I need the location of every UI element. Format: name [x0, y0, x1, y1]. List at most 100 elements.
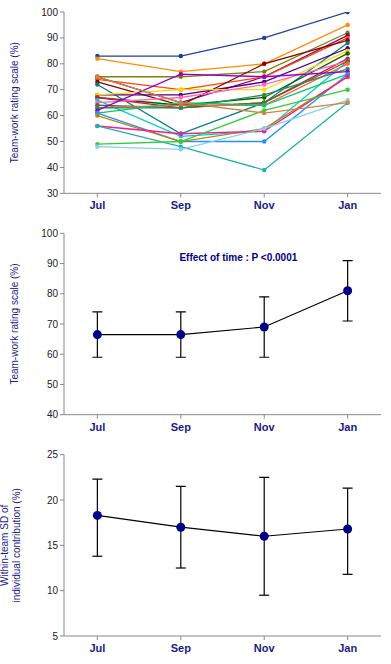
point [345, 75, 349, 79]
point [95, 82, 99, 86]
series-line [97, 77, 347, 142]
x-tick [347, 636, 348, 640]
error-cap-high [92, 311, 102, 312]
y-axis-label-line: Team-work rating scale (%) [9, 263, 20, 384]
y-tick-label: 5 [52, 631, 58, 642]
y-tick-label: 60 [47, 349, 59, 360]
y-tick [60, 12, 64, 13]
point [176, 523, 185, 532]
point [262, 69, 266, 73]
point [95, 145, 99, 149]
point [260, 532, 269, 541]
x-tick-label: Jul [89, 199, 105, 211]
point [179, 139, 183, 143]
point [345, 100, 349, 104]
y-tick-label: 40 [47, 162, 59, 173]
point [345, 88, 349, 92]
point [262, 126, 266, 130]
x-tick [97, 415, 98, 419]
series-line [97, 90, 347, 144]
y-tick-label: 30 [47, 188, 59, 199]
error-bar-high [180, 486, 181, 527]
y-tick [60, 293, 64, 294]
y-tick-label: 50 [47, 379, 59, 390]
x-tick [347, 415, 348, 419]
y-tick-label: 40 [47, 409, 59, 420]
x-axis [64, 414, 381, 415]
point [179, 132, 183, 136]
y-tick-label: 80 [47, 58, 59, 69]
y-tick-label: 90 [47, 32, 59, 43]
y-tick [60, 590, 64, 591]
y-tick-label: 60 [47, 110, 59, 121]
y-axis-label-line: individual contribution (%) [11, 488, 22, 603]
y-tick-label: 15 [47, 540, 59, 551]
error-bar-high [264, 297, 265, 327]
y-axis [64, 12, 65, 193]
x-tick [264, 636, 265, 640]
point [262, 75, 266, 79]
error-bar-low [264, 327, 265, 357]
x-axis [64, 193, 381, 194]
point [262, 93, 266, 97]
error-cap-high [176, 311, 186, 312]
y-tick [60, 636, 64, 637]
point [262, 168, 266, 172]
y-tick-label: 100 [41, 228, 58, 239]
x-tick [180, 636, 181, 640]
error-cap-high [259, 296, 269, 297]
point [93, 330, 102, 339]
point [179, 132, 183, 136]
point [179, 100, 183, 104]
y-tick [60, 89, 64, 90]
point [95, 75, 99, 79]
point [95, 75, 99, 79]
error-cap-low [176, 567, 186, 568]
y-tick-label: 50 [47, 136, 59, 147]
y-tick-label: 10 [47, 585, 59, 596]
x-tick-label: Jan [338, 421, 357, 433]
error-bar-high [97, 479, 98, 515]
error-cap-high [176, 486, 186, 487]
y-tick [60, 263, 64, 264]
x-tick [97, 193, 98, 197]
point [179, 72, 183, 76]
point [179, 100, 183, 104]
y-tick [60, 167, 64, 168]
y-tick-label: 70 [47, 319, 59, 330]
point [262, 139, 266, 143]
y-tick [60, 141, 64, 142]
point [345, 62, 349, 66]
annotation: Effect of time : P <0.0001 [179, 252, 297, 263]
x-tick-label: Nov [254, 421, 276, 433]
point [179, 54, 183, 58]
point [179, 88, 183, 92]
point [345, 51, 349, 55]
series-line [97, 12, 347, 56]
x-tick-label: Sep [171, 421, 191, 433]
point [262, 126, 266, 130]
error-bar-low [180, 527, 181, 568]
figure: 30 40 50 60 70 80 90 100 Jul Sep Nov Jan Team-work r… [0, 0, 391, 664]
error-cap-high [343, 260, 353, 261]
y-axis [64, 455, 65, 636]
x-tick [347, 193, 348, 197]
y-axis-label: Within-team SD ofindividual contribution… [0, 488, 22, 603]
point [179, 139, 183, 143]
x-tick-label: Jan [338, 642, 357, 654]
x-tick-label: Jul [89, 642, 105, 654]
point [345, 75, 349, 79]
x-tick-label: Jan [338, 199, 357, 211]
x-tick [264, 415, 265, 419]
error-cap-high [259, 477, 269, 478]
y-tick-label: 25 [47, 449, 59, 460]
y-tick [60, 545, 64, 546]
series-line [97, 43, 347, 134]
point [262, 62, 266, 66]
series-line [97, 77, 347, 113]
error-cap-low [259, 357, 269, 358]
point [179, 139, 183, 143]
x-axis [64, 636, 381, 637]
x-tick [97, 636, 98, 640]
point [262, 82, 266, 86]
